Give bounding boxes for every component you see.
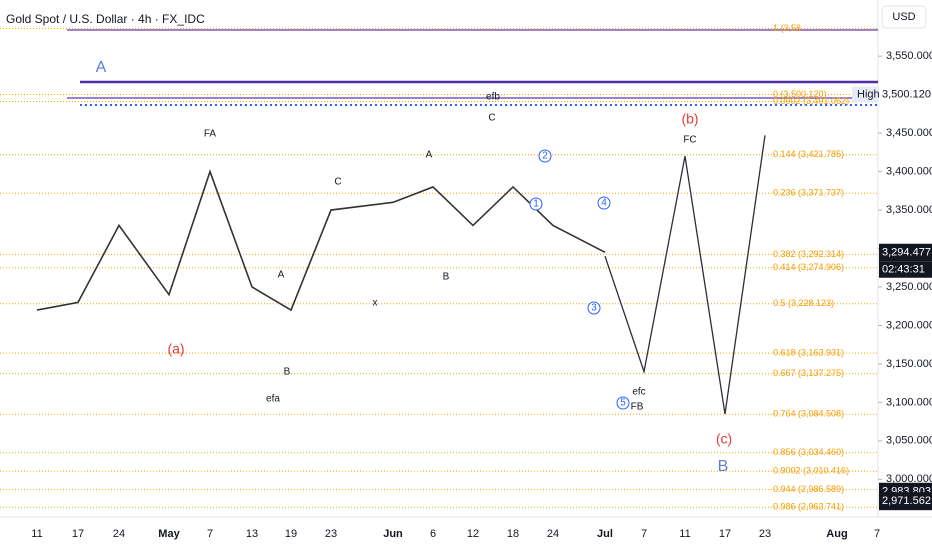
x-tick-label: 23	[759, 528, 771, 540]
wave-label: B	[284, 367, 291, 378]
high-box	[879, 85, 932, 104]
wave-label: 2	[542, 151, 548, 162]
x-tick-label: 24	[113, 528, 125, 540]
y-tick-label: 3,400.000	[886, 165, 932, 177]
countdown-box	[879, 261, 932, 278]
price-label: 2,971.562	[882, 495, 931, 507]
x-tick-label: 24	[547, 528, 559, 540]
y-tick-label: 3,150.000	[886, 358, 932, 370]
fib-label: 0.9002 (3,010.416)	[773, 466, 849, 476]
y-tick-label: 3,050.000	[886, 435, 932, 447]
wave-circle	[597, 196, 611, 210]
wave-label: FB	[631, 402, 644, 413]
y-tick-label: 3,100.000	[886, 396, 932, 408]
x-tick-label: 11	[679, 528, 690, 540]
x-tick-label: Aug	[826, 528, 847, 540]
x-tick-label: 6	[430, 528, 436, 540]
chart-title: Gold Spot / U.S. Dollar · 4h · FX_IDC	[6, 12, 205, 26]
wave-circle	[538, 149, 552, 163]
wave-circle	[587, 301, 601, 315]
last-price-label: 3,294.477	[882, 247, 931, 259]
wave-label: x	[373, 298, 378, 309]
price-line	[36, 169, 606, 312]
x-tick-label: 11	[31, 528, 42, 540]
high-text: High	[857, 88, 880, 100]
wave-label: FC	[683, 135, 696, 146]
x-tick-label: Jun	[383, 528, 403, 540]
fib-label: 1 (3,58	[773, 23, 801, 33]
fib-label: 0.0902 (3,491.052)	[773, 96, 849, 106]
high-tag	[852, 86, 878, 103]
fib-label: 0.944 (2,986.589)	[773, 484, 844, 494]
y-tick-label: 3,450.000	[886, 127, 932, 139]
wave-label: 1	[533, 199, 539, 210]
last-price-box	[879, 243, 932, 262]
wave-label: A	[278, 270, 285, 281]
wave-label: 3	[591, 303, 597, 314]
y-tick-label: 3,350.000	[886, 204, 932, 216]
high-label: 3,500.120	[882, 88, 931, 100]
countdown: 02:43:31	[882, 264, 925, 276]
wave-label: (b)	[681, 111, 698, 127]
fib-label: 0 (3,500.120)	[773, 89, 827, 99]
wave-label: efc	[632, 387, 645, 398]
fib-label: 0.856 (3,034.460)	[773, 447, 844, 457]
y-tick-label: 3,000.000	[886, 473, 932, 485]
x-tick-label: 7	[207, 528, 213, 540]
wave-circle	[529, 197, 543, 211]
x-tick-label: 17	[72, 528, 84, 540]
wave-label: A	[96, 59, 107, 76]
wave-label: FA	[204, 129, 217, 140]
x-tick-label: 12	[467, 528, 479, 540]
x-tick-label: 23	[325, 528, 337, 540]
fib-label: 0.986 (2,963.741)	[773, 502, 844, 512]
wave-label: A	[426, 150, 433, 161]
fib-label: 0.382 (3,292.314)	[773, 249, 844, 259]
fib-label: 0.764 (3,084.508)	[773, 409, 844, 419]
fib-label: 0.144 (3,421.785)	[773, 149, 844, 159]
wave-label: (a)	[167, 341, 184, 357]
x-tick-label: 19	[285, 528, 297, 540]
x-tick-label: 17	[719, 528, 731, 540]
x-tick-label: May	[158, 528, 180, 540]
wave-label: efb	[486, 92, 500, 103]
wave-label: (c)	[716, 431, 732, 447]
y-tick-label: 3,550.000	[886, 50, 932, 62]
wave-label: 5	[620, 398, 626, 409]
fib-label: 0.236 (3,371.737)	[773, 188, 844, 198]
wave-circle	[616, 396, 630, 410]
x-tick-label: 13	[246, 528, 258, 540]
fib-label: 0.667 (3,137.275)	[773, 368, 844, 378]
wave-label: B	[443, 272, 450, 283]
wave-label: C	[334, 177, 341, 188]
fib-label: 0.618 (3,163.931)	[773, 348, 844, 358]
fib-label: 0.414 (3,274.906)	[773, 262, 844, 272]
x-tick-label: 18	[507, 528, 519, 540]
x-tick-label: 7	[874, 528, 880, 540]
x-tick-label: Jul	[597, 528, 613, 540]
currency[interactable]: USD	[892, 11, 915, 23]
wave-label: 4	[601, 198, 607, 209]
price-box	[879, 492, 932, 511]
projection-line	[604, 135, 766, 415]
wave-label: efa	[266, 394, 280, 405]
currency-button[interactable]	[881, 5, 927, 29]
y-tick-label: 3,200.000	[886, 319, 932, 331]
fib-label: 0.5 (3,228.123)	[773, 298, 834, 308]
wave-label: C	[488, 113, 495, 124]
wave-label: B	[718, 458, 729, 475]
y-tick-label: 3,250.000	[886, 281, 932, 293]
x-tick-label: 7	[641, 528, 647, 540]
